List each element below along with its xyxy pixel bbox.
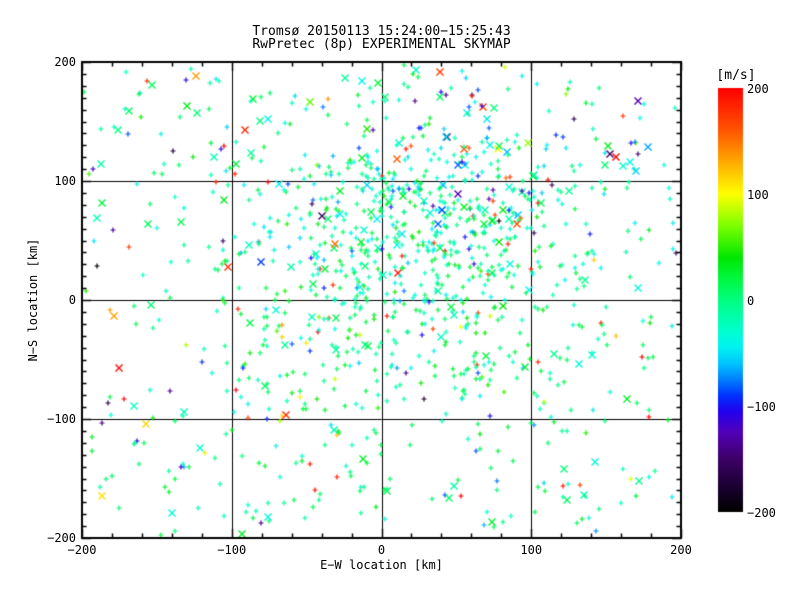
x-axis-title: E−W location [km] [320,558,443,572]
x-tick-label: 100 [520,543,543,557]
colorbar-tick-label: −200 [747,506,776,520]
plot-title: Tromsø 20150113 15:24:00−15:25:43 [252,24,511,39]
y-tick-label: 200 [54,55,76,69]
y-tick-label: 0 [68,293,76,307]
y-tick-label: −200 [47,531,76,545]
x-tick-label: 0 [377,543,386,557]
x-tick-label: −200 [67,543,97,557]
colorbar-tick-label: 200 [747,82,769,96]
y-tick-label: 100 [54,174,76,188]
x-tick-label: −100 [217,543,247,557]
colorbar-unit-label: [m/s] [716,68,756,83]
x-tick-label: 200 [670,543,692,557]
plot-subtitle: RwPretec (8p) EXPERIMENTAL SKYMAP [252,37,511,52]
y-tick-label: −100 [47,412,76,426]
colorbar-tick-label: 100 [747,188,769,202]
colorbar-tick-label: −100 [747,400,776,414]
colorbar-tick-label: 0 [747,294,755,308]
y-axis-title: N−S location [km] [26,238,40,362]
